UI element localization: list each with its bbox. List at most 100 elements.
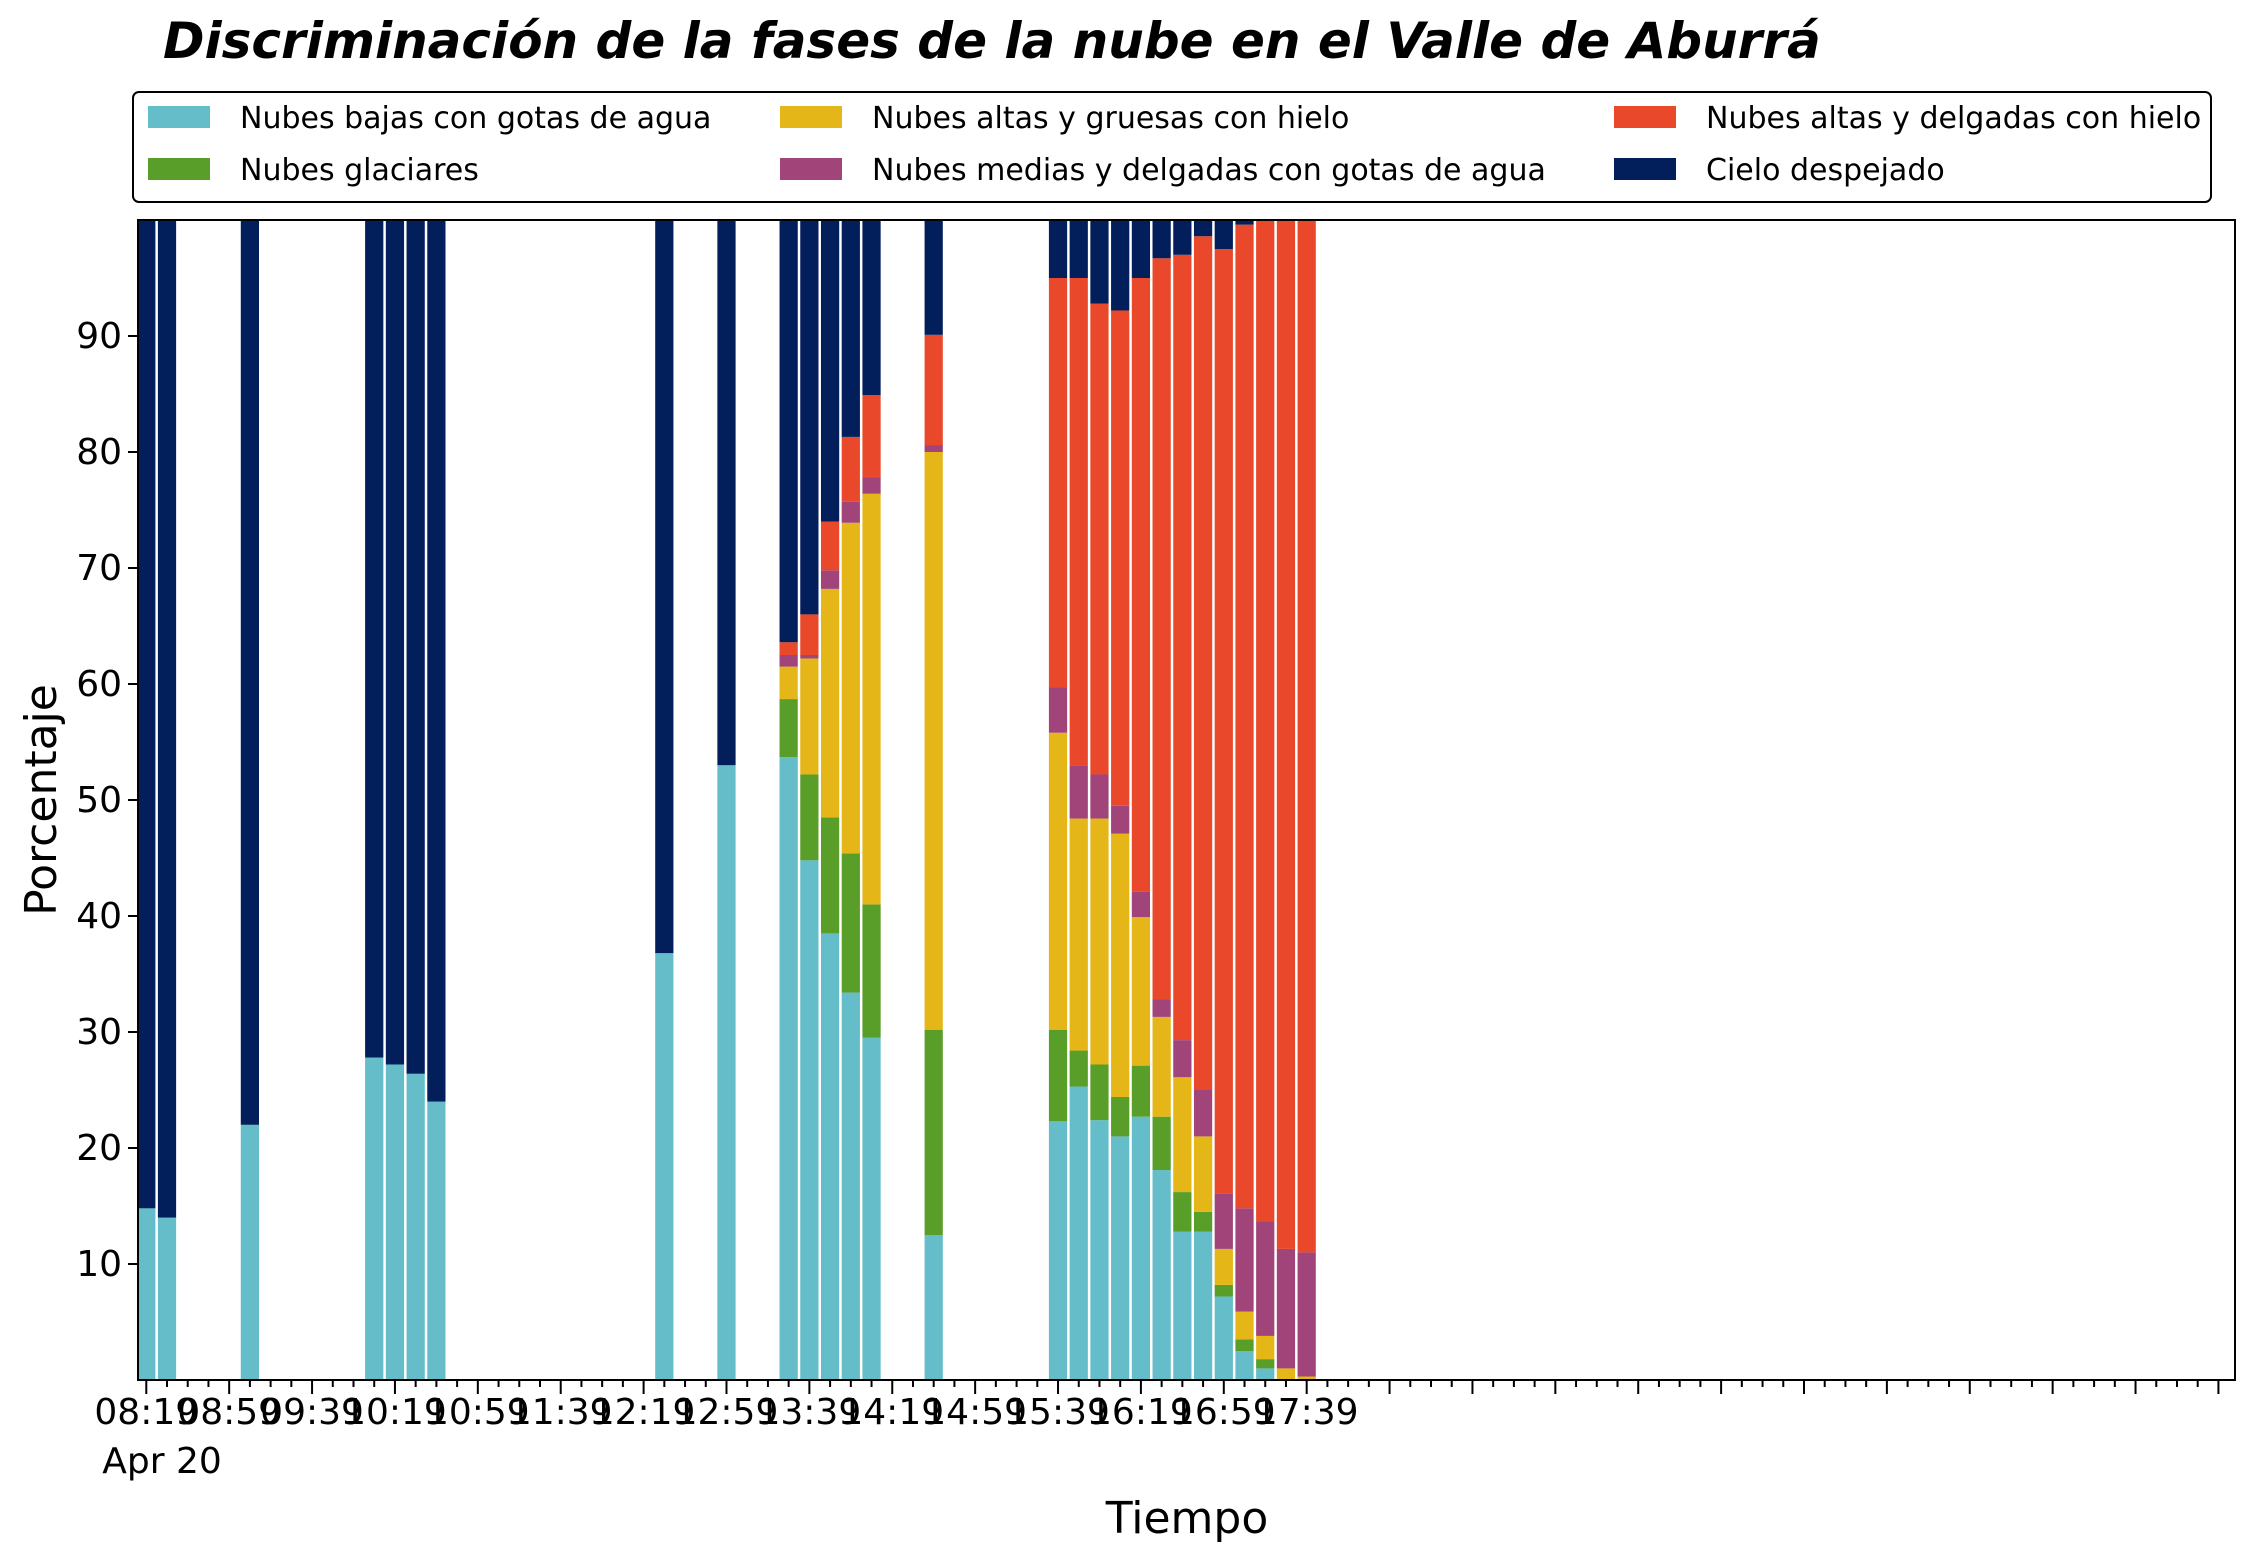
bar-segment-2 (841, 522, 860, 854)
bar-segment-1 (1152, 1116, 1171, 1171)
bar-segment-2 (779, 666, 798, 700)
bar-segment-0 (1173, 1231, 1192, 1380)
bar-segment-1 (1090, 1064, 1109, 1121)
bar-segment-2 (800, 658, 819, 775)
bar-segment-4 (862, 395, 881, 478)
bar-segment-3 (1235, 1208, 1254, 1312)
bar-segment-2 (1235, 1311, 1254, 1340)
x-tick-label: 15:39 (1006, 1392, 1110, 1433)
y-tick-label: 10 (76, 1244, 122, 1285)
legend-label: Nubes altas y gruesas con hielo (872, 101, 1349, 136)
bar-segment-0 (1152, 1170, 1171, 1380)
bar-segment-3 (1297, 1252, 1316, 1377)
x-tick-label: 12:19 (592, 1392, 696, 1433)
bar-segment-5 (1193, 220, 1213, 237)
bar-segment-5 (1048, 220, 1068, 278)
bar-segment-0 (862, 1037, 881, 1380)
x-tick-sublabel: Apr 20 (102, 1441, 222, 1482)
bar-segment-0 (1048, 1121, 1068, 1380)
y-tick-label: 90 (76, 316, 122, 357)
bar-segment-3 (1173, 1040, 1192, 1078)
bar-segment-5 (924, 220, 943, 335)
bar-segment-2 (1111, 833, 1130, 1097)
bar-segment-4 (1214, 249, 1233, 1194)
bar-segment-0 (385, 1064, 405, 1380)
bar-segment-5 (820, 220, 840, 522)
bar-segment-4 (779, 642, 798, 655)
legend-label: Nubes altas y delgadas con hielo (1706, 101, 2201, 136)
bar-segment-4 (1297, 220, 1316, 1253)
bar-segment-5 (1131, 220, 1151, 278)
bar-segment-5 (365, 220, 384, 1058)
x-tick-label: 08:19 (94, 1392, 198, 1433)
bar-segment-3 (800, 655, 819, 659)
bar-segment-2 (1256, 1335, 1275, 1360)
y-tick-label: 80 (76, 432, 122, 473)
x-tick-label: 16:19 (1089, 1392, 1193, 1433)
bar-segment-2 (924, 452, 943, 1030)
bar-segment-5 (779, 220, 798, 643)
bar-segment-3 (1256, 1221, 1275, 1336)
bar-segment-5 (1173, 220, 1192, 255)
x-tick-label: 10:59 (426, 1392, 530, 1433)
bar-segment-5 (385, 220, 405, 1065)
bar-segment-1 (820, 817, 840, 934)
bar-segment-5 (1235, 220, 1254, 225)
bar-segment-2 (862, 493, 881, 905)
bar-segment-4 (1152, 258, 1171, 1000)
x-tick-label: 11:39 (509, 1392, 613, 1433)
bar-segment-2 (1276, 1368, 1296, 1380)
legend-swatch (148, 106, 210, 128)
bar-segment-4 (1276, 220, 1296, 1249)
bar-segment-5 (862, 220, 881, 396)
legend-swatch (780, 158, 842, 180)
bar-segment-3 (1090, 774, 1109, 819)
x-axis-label: Tiempo (1105, 1493, 1269, 1544)
bar-segment-5 (240, 220, 260, 1125)
bar-segment-2 (1069, 818, 1088, 1051)
bar-segment-5 (655, 220, 674, 954)
bar-segment-1 (862, 904, 881, 1038)
bar-segment-3 (1048, 687, 1068, 733)
bar-segment-3 (1131, 891, 1151, 918)
bar-segment-5 (1090, 220, 1109, 304)
bar-segment-0 (1131, 1116, 1151, 1380)
legend-box (132, 91, 2212, 203)
legend-label: Cielo despejado (1706, 153, 1945, 188)
legend-label: Nubes glaciares (240, 153, 479, 188)
y-tick-label: 30 (76, 1012, 122, 1053)
bar-segment-2 (1152, 1016, 1171, 1117)
bar-segment-3 (1214, 1193, 1233, 1249)
bar-segment-2 (1173, 1077, 1192, 1193)
bar-segment-0 (1214, 1296, 1233, 1380)
bar-segment-3 (1193, 1090, 1213, 1137)
bar-segment-0 (655, 953, 674, 1380)
bar-segment-1 (1173, 1192, 1192, 1232)
bar-segment-0 (137, 1208, 156, 1380)
bar-segment-3 (779, 655, 798, 667)
bar-segment-0 (779, 757, 798, 1380)
bar-segment-3 (1152, 999, 1171, 1017)
y-tick-label: 70 (76, 548, 122, 589)
x-tick-label: 14:19 (840, 1392, 944, 1433)
y-tick-label: 60 (76, 664, 122, 705)
bar-segment-1 (924, 1029, 943, 1235)
bar-segment-0 (924, 1235, 943, 1380)
x-tick-label: 14:59 (923, 1392, 1027, 1433)
bar-segment-0 (1193, 1231, 1213, 1380)
bar-segment-0 (1090, 1120, 1109, 1380)
bar-segment-5 (1152, 220, 1171, 259)
bar-segment-0 (406, 1073, 425, 1380)
chart-title: Discriminación de la fases de la nube en… (163, 12, 1821, 70)
y-tick-label: 50 (76, 780, 122, 821)
bar-segment-0 (717, 765, 736, 1380)
bar-segment-5 (137, 220, 156, 1209)
bar-segment-4 (1193, 236, 1213, 1091)
bar-segment-4 (1235, 224, 1254, 1209)
x-tick-label: 13:39 (757, 1392, 861, 1433)
bar-segment-5 (406, 220, 425, 1074)
bar-segment-1 (1131, 1065, 1151, 1117)
bar-segment-0 (365, 1057, 384, 1380)
legend-swatch (148, 158, 210, 180)
